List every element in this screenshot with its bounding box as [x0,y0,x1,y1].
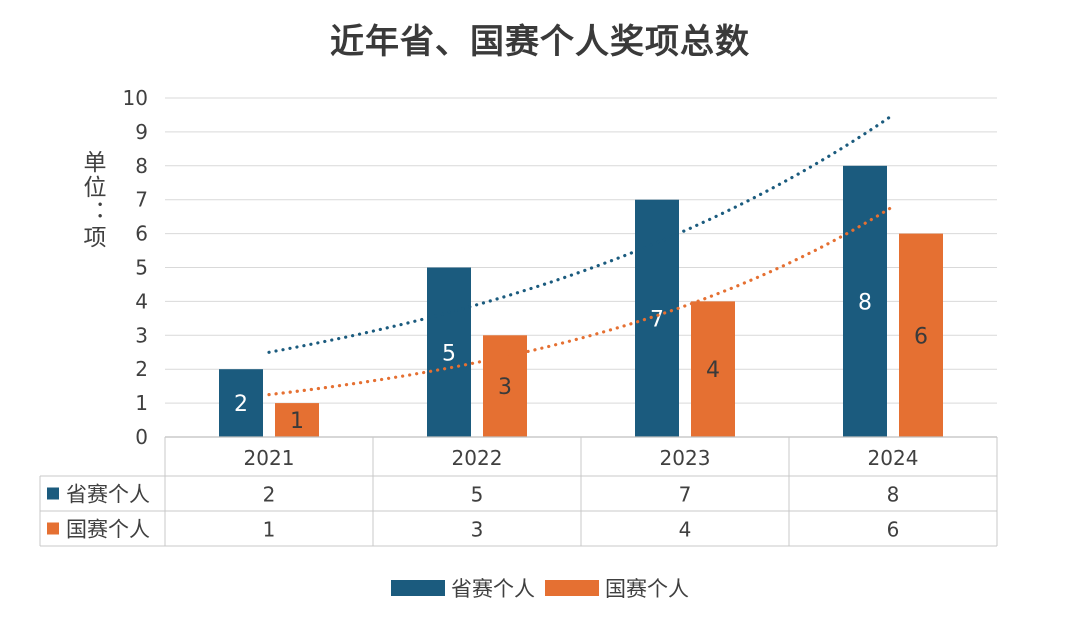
y-tick-label: 9 [135,120,148,144]
legend-item-series-1: 国赛个人 [545,573,689,603]
table-cell-value: 3 [471,518,484,542]
bar-series-0 [635,199,679,437]
bar-series-0 [219,369,263,437]
table-legend-key-series-1 [47,522,59,535]
legend-swatch-series-0 [391,580,445,596]
trendline-series-1 [267,204,895,397]
y-axis-unit-label: 单位：项 [79,150,105,250]
y-tick-label: 0 [135,425,148,449]
data-label-series-0: 2 [234,392,248,417]
bar-series-1 [483,335,527,437]
legend-item-series-0: 省赛个人 [391,573,535,603]
table-cell-value: 2 [263,483,276,507]
data-label-series-0: 8 [858,290,872,315]
table-cell-value: 5 [471,483,484,507]
data-label-series-1: 1 [290,409,304,434]
data-label-series-1: 4 [706,358,720,383]
table-cell-value: 7 [679,483,692,507]
data-label-series-1: 3 [498,375,512,400]
bar-series-0 [427,267,471,437]
y-tick-label: 1 [135,391,148,415]
data-label-series-1: 6 [914,324,928,349]
y-tick-label: 5 [135,256,148,280]
x-tick-label: 2021 [244,446,295,470]
legend-label-series-1: 国赛个人 [605,577,689,601]
table-cell-value: 6 [887,518,900,542]
y-tick-label: 4 [135,289,148,313]
table-legend-key-series-0 [47,487,59,500]
bar-series-0 [843,165,887,438]
x-tick-label: 2023 [660,446,711,470]
data-label-series-0: 7 [650,307,664,332]
bar-series-1 [691,301,735,437]
legend: 省赛个人 国赛个人 [0,572,1080,604]
table-cell-value: 4 [679,518,692,542]
x-tick-label: 2024 [868,446,919,470]
bar-series-1 [899,233,943,437]
trendline-series-0 [267,113,895,354]
y-tick-label: 2 [135,357,148,381]
table-series-label-1: 国赛个人 [66,518,150,542]
y-tick-label: 8 [135,154,148,178]
x-tick-label: 2022 [452,446,503,470]
bar-series-1 [275,403,319,437]
y-tick-label: 3 [135,323,148,347]
table-cell-value: 8 [887,483,900,507]
y-tick-label: 10 [123,86,148,110]
data-label-series-0: 5 [442,341,456,366]
y-tick-label: 7 [135,188,148,212]
table-series-label-0: 省赛个人 [66,483,150,507]
table-cell-value: 1 [263,518,276,542]
chart-title: 近年省、国赛个人奖项总数 [330,22,750,62]
legend-label-series-0: 省赛个人 [451,577,535,601]
legend-swatch-series-1 [545,580,599,596]
y-tick-label: 6 [135,222,148,246]
